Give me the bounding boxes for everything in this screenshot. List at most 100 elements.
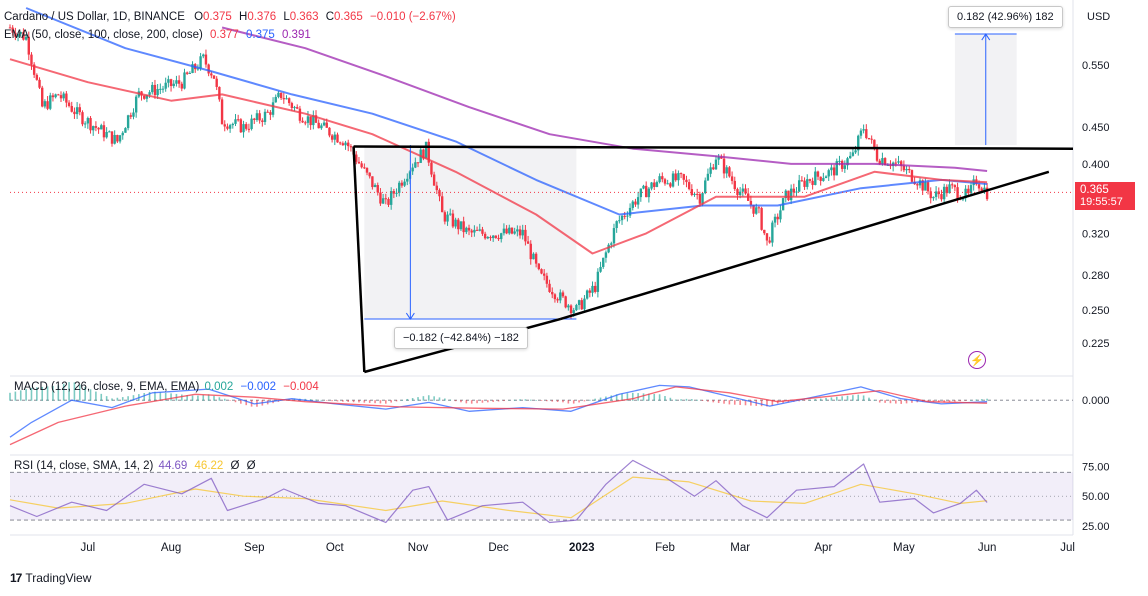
candle-body	[298, 108, 302, 121]
last-price-tag: 0.365 19:55:57	[1075, 182, 1135, 210]
candle-body	[406, 178, 409, 182]
candle-body	[940, 194, 943, 200]
macd-histogram-bar	[352, 400, 355, 403]
candle-body	[387, 199, 390, 205]
candle-body	[108, 131, 111, 133]
macd-histogram-bar	[787, 400, 790, 403]
macd-histogram-bar	[980, 399, 983, 401]
candle-body	[655, 182, 659, 187]
candle-body	[658, 176, 661, 183]
macd-histogram-bar	[658, 394, 661, 401]
candle-body	[102, 125, 106, 138]
candle-body	[736, 189, 739, 195]
time-tick-label: 2023	[569, 542, 595, 554]
candle-body	[220, 99, 224, 125]
macd-histogram-bar	[798, 400, 800, 402]
candle-body	[819, 176, 822, 181]
candle-body	[210, 73, 213, 76]
candle-body	[78, 107, 81, 113]
candle-body	[722, 158, 726, 174]
macd-histogram-bar	[809, 399, 811, 401]
candle-body	[588, 290, 592, 293]
measure-down-label[interactable]: −0.182 (−42.84%) −182	[394, 327, 528, 349]
candle-body	[671, 173, 675, 187]
macd-histogram-bar	[707, 400, 709, 402]
tradingview-brand[interactable]: 17 TradingView	[10, 571, 91, 585]
macd-histogram-bar	[374, 400, 376, 404]
macd-histogram-bar	[932, 400, 935, 402]
symbol-legend[interactable]: Cardano / US Dollar, 1D, BINANCE O0.375 …	[4, 11, 456, 23]
candle-body	[776, 216, 779, 220]
rsi-legend[interactable]: RSI (14, close, SMA, 14, 2) 44.69 46.22 …	[14, 460, 256, 472]
macd-histogram-bar	[422, 396, 425, 401]
candle-body	[510, 227, 514, 234]
price-tick-label: 0.550	[1082, 60, 1110, 72]
candle-body	[124, 128, 127, 133]
candle-body	[196, 68, 200, 70]
candle-body	[22, 32, 25, 40]
macd-histogram-bar	[626, 393, 629, 401]
macd-histogram-bar	[567, 400, 570, 404]
ema-legend[interactable]: EMA (50, close, 100, close, 200, close) …	[4, 29, 311, 41]
candle-body	[161, 88, 165, 90]
candle-body	[293, 107, 296, 109]
candle-body	[54, 94, 57, 98]
candle-body	[534, 253, 538, 264]
candle-body	[628, 207, 632, 216]
candle-body	[835, 161, 838, 176]
macd-histogram-bar	[701, 400, 704, 401]
candle-body	[811, 180, 814, 185]
candle-body	[502, 228, 506, 234]
candle-body	[663, 179, 667, 184]
macd-histogram-bar	[368, 400, 371, 403]
rsi-value: 44.69	[158, 460, 188, 472]
candle-body	[733, 180, 736, 190]
macd-histogram-bar	[223, 398, 226, 401]
candle-body	[451, 213, 455, 227]
candle-body	[843, 165, 847, 169]
candle-body	[143, 95, 146, 99]
candle-body	[338, 142, 342, 144]
candle-body	[752, 204, 755, 214]
candle-body	[483, 233, 487, 239]
ema-lines	[9, 7, 988, 255]
bar-countdown: 19:55:57	[1080, 196, 1123, 208]
candle-body	[824, 176, 828, 179]
macd-histogram-bar	[470, 400, 473, 404]
macd-histogram-bar	[739, 400, 741, 405]
candle-body	[132, 112, 135, 117]
macd-histogram-bar	[841, 396, 843, 401]
macd-histogram-bar	[465, 400, 468, 404]
candle-body	[202, 54, 205, 57]
candle-body	[83, 123, 87, 125]
ohlc-low: 0.363	[289, 11, 319, 23]
macd-histogram-bar	[78, 384, 81, 401]
candle-body	[236, 119, 240, 121]
lightning-icon[interactable]: ⚡	[968, 351, 986, 369]
macd-histogram-bar	[900, 400, 903, 404]
candle-body	[838, 160, 841, 162]
macd-histogram-bar	[36, 387, 38, 401]
candle-body	[505, 228, 508, 234]
candle-body	[261, 120, 264, 122]
candle-body	[277, 92, 280, 97]
macd-histogram-bar	[390, 400, 392, 403]
candle-body	[126, 115, 130, 129]
macd-histogram-bar	[648, 393, 650, 401]
candle-body	[379, 192, 382, 204]
candle-body	[529, 243, 532, 260]
candle-body	[644, 185, 648, 198]
measure-up-label[interactable]: 0.182 (42.96%) 182	[948, 6, 1063, 28]
macd-histogram-bar	[846, 395, 849, 401]
candle-body	[269, 112, 272, 115]
candle-body	[956, 187, 959, 199]
ema200-line	[221, 26, 988, 172]
macd-histogram-bar	[111, 398, 113, 401]
candle-body	[679, 173, 683, 175]
time-tick-label: Jul	[80, 542, 95, 554]
macd-legend[interactable]: MACD (12, 26, close, 9, EMA, EMA) 0.002 …	[14, 381, 319, 393]
ohlc-change: −0.010 (−2.67%)	[370, 11, 456, 23]
candle-body	[478, 229, 481, 231]
candle-body	[636, 197, 640, 205]
